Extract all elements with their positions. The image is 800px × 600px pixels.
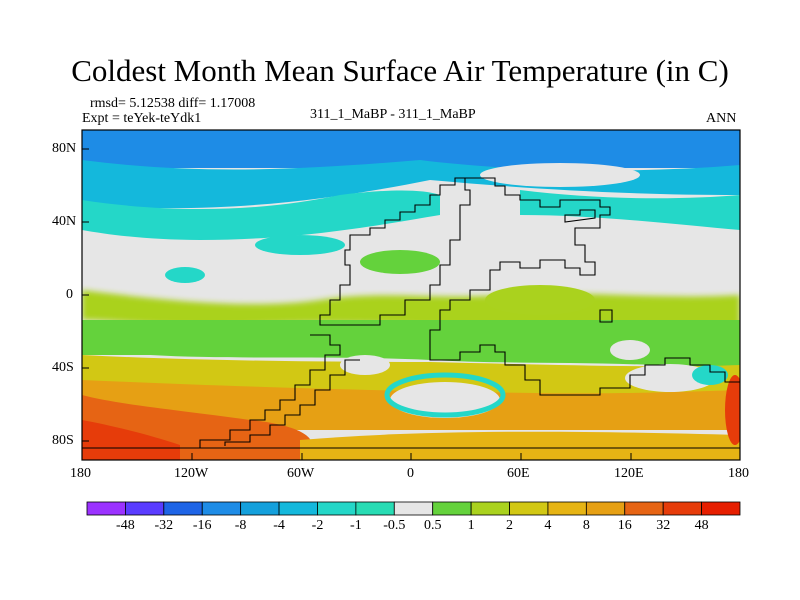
colorbar-label: -0.5: [383, 518, 406, 533]
band-south-edge: [300, 431, 740, 460]
colorbar-box: [201, 501, 242, 516]
colorbar-box: [240, 501, 280, 516]
xtick-label-180w: 180: [70, 466, 91, 481]
band-north-cool: [82, 190, 440, 240]
band-southwest-hottest: [82, 420, 180, 460]
continent-outlines: [82, 177, 740, 449]
colorbar-label: -32: [154, 518, 174, 533]
outline-peninsula-south: [82, 334, 341, 449]
xtick-label-0: 0: [407, 466, 414, 481]
patch-neutral-southeast: [625, 364, 715, 392]
colorbar-label: -2: [311, 518, 324, 533]
colorbar-label: 0.5: [423, 518, 442, 533]
patch-warm-central: [360, 250, 440, 274]
colorbar: [86, 501, 741, 516]
colorbar-box: [624, 501, 664, 516]
patch-cool-west: [165, 267, 205, 283]
colorbar-box: [701, 501, 741, 516]
xtick-label-180e: 180: [728, 466, 749, 481]
axis-ticks: [81, 148, 741, 460]
colorbar-box: [547, 501, 587, 516]
ytick-label-0: 0: [66, 287, 73, 302]
colorbar-box: [470, 501, 510, 516]
colorbar-label: -48: [116, 518, 135, 533]
chart-title: Coldest Month Mean Surface Air Temperatu…: [71, 53, 729, 88]
colorbar-box: [432, 501, 472, 516]
outline-island-north: [564, 209, 596, 223]
band-south-warmer: [82, 355, 740, 395]
patch-east-edge-hot: [725, 375, 740, 445]
colorbar-box: [393, 501, 434, 516]
colorbar-label: 2: [506, 518, 513, 533]
patch-neutral-east: [610, 340, 650, 360]
xtick-label-60w: 60W: [287, 466, 315, 481]
xtick-label-120e: 120E: [614, 466, 644, 481]
temperature-field: [82, 130, 740, 460]
outline-ridge-south: [224, 359, 360, 446]
colorbar-box: [585, 501, 626, 516]
season-label: ANN: [706, 111, 737, 126]
patch-neutral-north: [480, 163, 640, 187]
colorbar-box: [125, 501, 165, 516]
band-south-warm: [82, 320, 740, 370]
rmsd-diff-text: rmsd= 5.12538 diff= 1.17008: [90, 96, 256, 111]
patch-neutral-central: [340, 355, 390, 375]
patch-cool-east-edge: [692, 365, 728, 385]
colorbar-label: 32: [656, 518, 671, 533]
colorbar-box: [355, 501, 395, 516]
colorbar-label: 1: [467, 518, 475, 533]
xtick-label-120w: 120W: [174, 466, 209, 481]
colorbar-box: [317, 501, 357, 516]
ytick-label-40s: 40S: [52, 360, 74, 375]
colorbar-label: 8: [582, 518, 590, 533]
ytick-label-80n: 80N: [52, 141, 77, 156]
patch-cool-mid: [255, 235, 345, 255]
ytick-label-40n: 40N: [52, 214, 77, 229]
colorbar-box: [163, 501, 203, 516]
patch-neutral-south: [390, 382, 500, 418]
colorbar-box: [278, 501, 318, 516]
colorbar-label: -1: [350, 518, 362, 533]
experiment-subtitle: 311_1_MaBP - 311_1_MaBP: [310, 107, 476, 122]
colorbar-label: 48: [694, 518, 709, 533]
colorbar-label: -8: [234, 518, 247, 533]
colorbar-box: [662, 501, 702, 516]
patch-cool-ring: [384, 372, 506, 418]
colorbar-label: 16: [617, 518, 632, 533]
outline-island-east: [599, 309, 613, 323]
colorbar-label: -16: [192, 518, 212, 533]
outline-landmass-west: [319, 177, 471, 326]
colorbar-box: [86, 501, 126, 516]
outline-landmass-east: [429, 177, 740, 396]
colorbar-label: 4: [544, 518, 552, 533]
experiment-text: Expt = teYek-teYdk1: [82, 111, 202, 126]
colorbar-label: -4: [273, 518, 285, 533]
xtick-label-60e: 60E: [507, 466, 530, 481]
patch-warm-east: [485, 285, 595, 315]
ytick-label-80s: 80S: [52, 433, 74, 448]
colorbar-box: [509, 501, 549, 516]
